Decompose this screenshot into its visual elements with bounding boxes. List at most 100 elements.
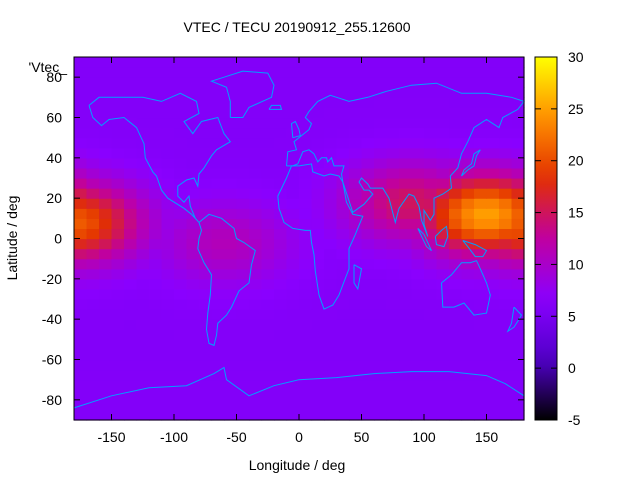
heatmap-cell	[311, 379, 325, 391]
heatmap-cell	[249, 369, 263, 381]
heatmap-cell	[349, 127, 363, 139]
heatmap-cell	[86, 218, 100, 230]
x-tick-label: 100	[412, 429, 436, 445]
heatmap-cell	[161, 157, 175, 169]
coastline-north-america	[88, 92, 232, 223]
heatmap-cell	[311, 399, 325, 411]
heatmap-cell	[436, 248, 450, 260]
heatmap-cell	[311, 188, 325, 199]
heatmap-cell	[124, 137, 138, 149]
heatmap-cell	[274, 369, 288, 381]
heatmap-cell	[211, 288, 225, 300]
heatmap-cell	[424, 97, 438, 109]
heatmap-cell	[174, 228, 188, 240]
heatmap-cell	[361, 379, 375, 391]
heatmap-cell	[124, 228, 138, 240]
heatmap-cell	[236, 137, 250, 149]
heatmap-cell	[124, 329, 138, 340]
heatmap-cell	[461, 379, 475, 391]
heatmap-cell	[449, 97, 463, 109]
heatmap-cell	[249, 349, 263, 361]
heatmap-cell	[99, 389, 113, 401]
heatmap-cell	[299, 248, 313, 260]
heatmap-cell	[499, 248, 513, 260]
heatmap-cell	[324, 188, 338, 199]
heatmap-cell	[311, 157, 325, 169]
heatmap-cell	[149, 359, 163, 371]
heatmap-cell	[499, 299, 513, 310]
heatmap-cell	[74, 57, 88, 68]
heatmap-cell	[261, 107, 275, 119]
heatmap-cell	[249, 319, 263, 330]
heatmap-cell	[86, 299, 100, 310]
heatmap-cell	[236, 218, 250, 230]
heatmap-cell	[411, 238, 425, 250]
heatmap-cell	[486, 97, 500, 109]
heatmap-cell	[286, 127, 300, 139]
heatmap-cell	[74, 369, 88, 381]
heatmap-cell	[399, 309, 413, 320]
heatmap-cell	[461, 188, 475, 199]
heatmap-cell	[211, 278, 225, 290]
heatmap-cell	[161, 369, 175, 381]
heatmap-cell	[411, 379, 425, 391]
heatmap-cell	[499, 359, 513, 371]
heatmap-cell	[74, 198, 88, 209]
heatmap-cell	[349, 198, 363, 209]
heatmap-cell	[511, 319, 525, 330]
heatmap-cell	[186, 218, 200, 230]
heatmap-cell	[511, 339, 525, 351]
heatmap-cell	[374, 188, 388, 199]
heatmap-cell	[199, 97, 213, 109]
heatmap-cell	[411, 349, 425, 361]
heatmap-cell	[411, 137, 425, 149]
heatmap-cell	[499, 77, 513, 88]
heatmap-cell	[486, 349, 500, 361]
heatmap-cell	[299, 228, 313, 240]
heatmap-cell	[424, 198, 438, 209]
heatmap-cell	[261, 147, 275, 159]
heatmap-cell	[324, 409, 338, 421]
coastline-south-america	[197, 213, 256, 347]
heatmap-cell	[349, 369, 363, 381]
heatmap-cell	[274, 248, 288, 260]
heatmap-cell	[286, 409, 300, 421]
coastline-new-guinea	[462, 240, 488, 258]
heatmap-cell	[499, 278, 513, 290]
heatmap-cell	[486, 339, 500, 351]
heatmap-cell	[174, 399, 188, 411]
heatmap-cell	[311, 167, 325, 179]
heatmap-cell	[136, 399, 150, 411]
y-tick-label: -60	[42, 352, 62, 368]
heatmap-cell	[274, 238, 288, 250]
heatmap-cell	[361, 147, 375, 159]
heatmap-cell	[299, 399, 313, 411]
heatmap-cell	[474, 137, 488, 149]
heatmap-cell	[361, 409, 375, 421]
heatmap-cell	[236, 299, 250, 310]
heatmap-cell	[436, 349, 450, 361]
heatmap-cell	[499, 369, 513, 381]
heatmap-cell	[74, 349, 88, 361]
heatmap-cell	[386, 288, 400, 300]
heatmap-cell	[186, 329, 200, 340]
heatmap-cell	[174, 157, 188, 169]
heatmap-cell	[74, 339, 88, 351]
heatmap-cell	[99, 87, 113, 98]
heatmap-cell	[411, 208, 425, 219]
heatmap-cell	[461, 228, 475, 240]
heatmap-cell	[186, 409, 200, 421]
heatmap-cell	[249, 127, 263, 139]
heatmap-cell	[486, 127, 500, 139]
heatmap-cell	[99, 127, 113, 139]
y-tick-label: 20	[46, 190, 62, 206]
heatmap-cell	[336, 147, 350, 159]
heatmap-cell	[461, 87, 475, 98]
heatmap-cell	[149, 208, 163, 219]
heatmap-cell	[486, 218, 500, 230]
heatmap-cell	[286, 228, 300, 240]
heatmap-cell	[411, 248, 425, 260]
heatmap-cell	[349, 409, 363, 421]
heatmap-cell	[111, 127, 125, 139]
heatmap-cell	[336, 157, 350, 169]
